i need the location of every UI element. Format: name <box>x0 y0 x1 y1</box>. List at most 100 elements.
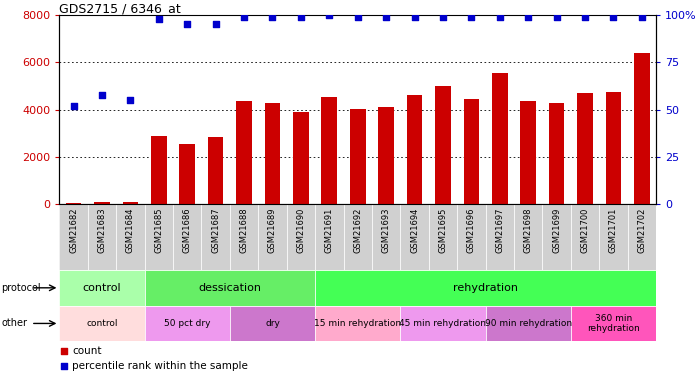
Bar <box>116 204 144 270</box>
Text: GSM21689: GSM21689 <box>268 208 277 253</box>
Point <box>210 21 221 27</box>
Text: GSM21698: GSM21698 <box>524 208 533 253</box>
Bar <box>486 306 571 341</box>
Bar <box>315 306 401 341</box>
Bar <box>429 204 457 270</box>
Text: GSM21685: GSM21685 <box>154 208 163 253</box>
Text: count: count <box>73 346 102 356</box>
Bar <box>287 204 315 270</box>
Bar <box>521 101 536 204</box>
Bar <box>571 306 656 341</box>
Bar <box>59 270 144 306</box>
Text: GSM21690: GSM21690 <box>297 208 306 253</box>
Bar <box>343 204 372 270</box>
Point <box>267 14 278 20</box>
Bar <box>144 306 230 341</box>
Point <box>494 14 505 20</box>
Bar <box>577 93 593 204</box>
Point <box>68 103 79 109</box>
Text: GSM21692: GSM21692 <box>353 208 362 253</box>
Text: protocol: protocol <box>1 283 41 293</box>
Bar <box>549 103 565 204</box>
Bar <box>123 202 138 204</box>
Point <box>324 12 335 18</box>
Bar <box>208 137 223 204</box>
Text: 50 pct dry: 50 pct dry <box>164 319 211 328</box>
Bar <box>492 73 507 204</box>
Bar <box>202 204 230 270</box>
Text: GSM21694: GSM21694 <box>410 208 419 253</box>
Text: GSM21701: GSM21701 <box>609 208 618 253</box>
Text: GSM21691: GSM21691 <box>325 208 334 253</box>
Text: GSM21683: GSM21683 <box>98 208 107 253</box>
Point <box>352 14 363 20</box>
Text: rehydration: rehydration <box>453 283 518 293</box>
Text: dessication: dessication <box>198 283 261 293</box>
Bar <box>401 306 486 341</box>
Point <box>59 348 70 354</box>
Point <box>153 16 164 22</box>
Bar <box>315 270 656 306</box>
Text: GSM21688: GSM21688 <box>239 208 248 253</box>
Bar <box>59 306 144 341</box>
Bar <box>628 204 656 270</box>
Bar <box>315 204 343 270</box>
Text: control: control <box>87 319 118 328</box>
Bar <box>265 103 281 204</box>
Text: GSM21697: GSM21697 <box>496 208 505 253</box>
Text: GSM21699: GSM21699 <box>552 208 561 253</box>
Bar <box>407 96 422 204</box>
Text: GSM21686: GSM21686 <box>183 208 192 253</box>
Text: GSM21687: GSM21687 <box>211 208 220 253</box>
Text: GSM21682: GSM21682 <box>69 208 78 253</box>
Bar <box>236 101 252 204</box>
Point <box>637 14 648 20</box>
Bar <box>230 306 315 341</box>
Text: GSM21693: GSM21693 <box>382 208 391 253</box>
Text: 45 min rehydration: 45 min rehydration <box>399 319 487 328</box>
Bar <box>258 204 287 270</box>
Bar <box>322 97 337 204</box>
Point <box>608 14 619 20</box>
Bar <box>457 204 486 270</box>
Bar <box>463 99 480 204</box>
Bar <box>94 202 110 204</box>
Point <box>96 92 107 98</box>
Bar <box>401 204 429 270</box>
Text: dry: dry <box>265 319 280 328</box>
Text: GSM21695: GSM21695 <box>438 208 447 253</box>
Bar <box>144 270 315 306</box>
Bar <box>59 204 88 270</box>
Text: control: control <box>82 283 121 293</box>
Text: GDS2715 / 6346_at: GDS2715 / 6346_at <box>59 2 181 15</box>
Bar <box>144 204 173 270</box>
Bar <box>173 204 202 270</box>
Text: GSM21702: GSM21702 <box>637 208 646 253</box>
Bar <box>634 53 650 204</box>
Bar <box>486 204 514 270</box>
Text: 15 min rehydration: 15 min rehydration <box>314 319 401 328</box>
Point <box>239 14 250 20</box>
Point <box>380 14 392 20</box>
Point <box>579 14 591 20</box>
Point <box>59 363 70 369</box>
Bar <box>179 144 195 204</box>
Point <box>523 14 534 20</box>
Bar <box>542 204 571 270</box>
Point <box>551 14 562 20</box>
Text: other: other <box>1 318 27 328</box>
Bar <box>600 204 628 270</box>
Bar <box>88 204 116 270</box>
Text: GSM21696: GSM21696 <box>467 208 476 253</box>
Point <box>409 14 420 20</box>
Bar <box>372 204 401 270</box>
Bar <box>606 92 621 204</box>
Point <box>438 14 449 20</box>
Text: percentile rank within the sample: percentile rank within the sample <box>73 360 248 370</box>
Bar <box>435 86 451 204</box>
Bar <box>230 204 258 270</box>
Point <box>125 97 136 103</box>
Bar <box>151 136 167 204</box>
Point <box>181 21 193 27</box>
Bar <box>350 108 366 204</box>
